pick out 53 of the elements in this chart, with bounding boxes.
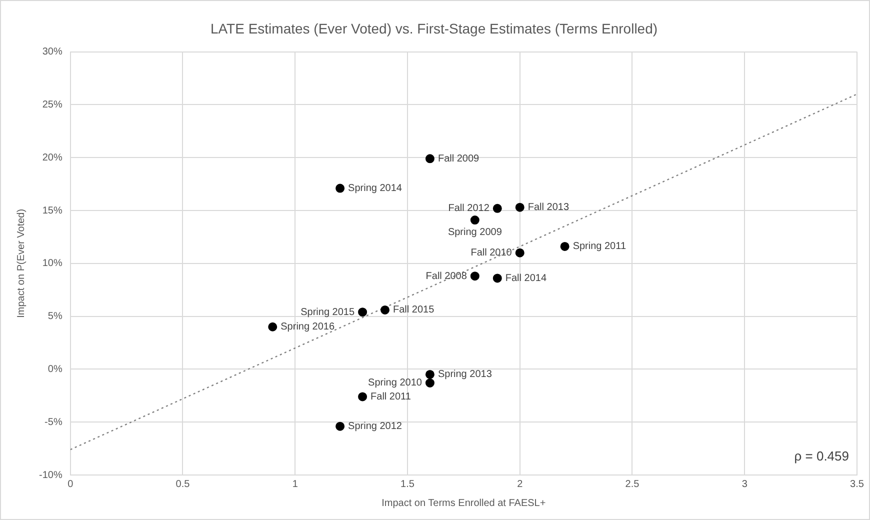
x-tick-label: 2.5 [625, 478, 640, 490]
point [358, 308, 368, 317]
y-tick-label: 0% [48, 364, 62, 375]
point [560, 242, 570, 251]
point [515, 202, 524, 212]
annotation: Spring 2014 [348, 183, 402, 194]
annotation: Fall 2015 [393, 304, 435, 316]
annotation: Fall 2009 [438, 153, 480, 164]
y-tick-label: 15% [42, 205, 62, 216]
x-tick-label: 0.5 [176, 478, 190, 490]
annotation: Spring 2016 [280, 322, 335, 333]
point [358, 392, 368, 402]
point [470, 216, 480, 225]
annotation: Spring 2010 [368, 378, 422, 389]
point [425, 154, 434, 164]
annotation: Spring 2015 [300, 306, 355, 318]
annotation: Fall 2011 [370, 391, 412, 402]
point [380, 305, 390, 314]
y-tick-label: 10% [42, 258, 62, 270]
chart-title: LATE Estimates (Ever Voted) vs. First-Stage Estimates (Terms Enrolled) [210, 20, 658, 36]
point [425, 378, 434, 388]
annotation: Spring 2013 [438, 369, 492, 380]
x-tick-label: 3 [742, 478, 748, 490]
x-tick-label: 0 [68, 478, 74, 490]
annotation: ρ = 0.459 [794, 448, 849, 464]
point [515, 248, 524, 258]
y-tick-label: 30% [42, 46, 62, 58]
x-axis-title: Impact on Terms Enrolled at FAESL+ [382, 498, 546, 509]
x-tick-label: 1.5 [400, 478, 415, 490]
point [336, 184, 345, 193]
x-tick-label: 1 [292, 478, 298, 490]
x-tick-label: 3.5 [850, 478, 864, 490]
point [425, 370, 434, 379]
annotation: Fall 2010 [470, 248, 512, 259]
annotation: Fall 2013 [528, 202, 570, 214]
point [492, 274, 502, 283]
point [492, 204, 502, 213]
annotation: Spring 2012 [348, 421, 402, 432]
point [336, 422, 345, 431]
y-tick-label: 20% [42, 152, 62, 164]
y-tick-label: -5% [44, 416, 62, 428]
annotation: Fall 2008 [426, 270, 468, 282]
annotation: Fall 2012 [448, 203, 490, 214]
point [268, 322, 278, 332]
y-axis-title: Impact on P(Ever Voted) [16, 208, 27, 318]
point [470, 272, 480, 281]
annotation: Spring 2009 [448, 226, 502, 238]
y-tick-label: 25% [42, 99, 62, 110]
annotation: Fall 2014 [505, 272, 547, 284]
x-tick-label: 2 [517, 478, 524, 490]
y-tick-label: 5% [48, 311, 62, 322]
annotation: Spring 2011 [572, 241, 626, 252]
y-tick-label: -10% [38, 470, 62, 481]
